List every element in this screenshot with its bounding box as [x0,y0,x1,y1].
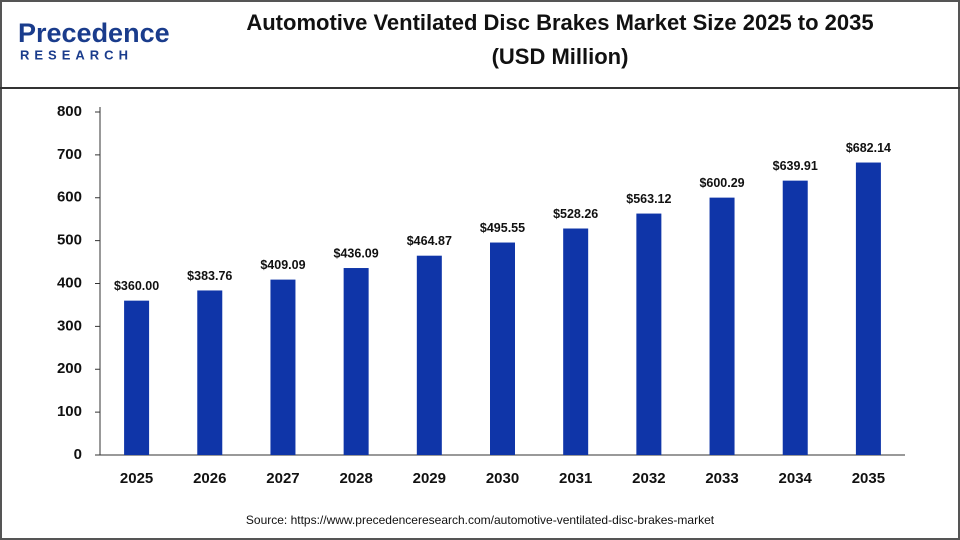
y-tick-label: 200 [57,360,82,377]
bar [782,180,808,455]
bar [197,290,223,455]
bar [416,255,442,455]
bar [855,162,881,455]
value-label: $563.12 [626,192,671,206]
y-tick-label: 0 [74,446,82,463]
bar [709,197,735,455]
value-label: $600.29 [699,176,744,190]
x-tick-label: 2031 [559,470,592,487]
x-tick-label: 2034 [779,470,813,487]
y-tick-label: 700 [57,146,82,163]
bar [563,228,589,455]
x-tick-label: 2035 [852,470,885,487]
logo: Precedence RESEARCH [18,18,170,62]
x-tick-label: 2033 [705,470,738,487]
y-tick-label: 800 [57,103,82,120]
value-label: $436.09 [334,246,379,260]
bar [636,213,662,455]
value-label: $409.09 [260,258,305,272]
chart-title: (USD Million) [492,44,629,69]
value-label: $383.76 [187,269,232,283]
value-label: $639.91 [773,159,818,173]
value-label: $682.14 [846,141,891,155]
value-label: $528.26 [553,207,598,221]
x-tick-label: 2027 [266,470,299,487]
value-label: $464.87 [407,234,452,248]
y-tick-label: 500 [57,232,82,249]
value-label: $360.00 [114,279,159,293]
y-tick-label: 400 [57,274,82,291]
logo-tagline: RESEARCH [20,47,133,62]
logo-name: Precedence [18,18,170,48]
bar [270,279,296,455]
y-tick-label: 300 [57,317,82,334]
y-tick-label: 100 [57,403,82,420]
x-tick-label: 2032 [632,470,665,487]
x-tick-label: 2029 [413,470,446,487]
y-tick-label: 600 [57,189,82,206]
chart-title: Automotive Ventilated Disc Brakes Market… [246,10,873,35]
x-tick-label: 2028 [339,470,372,487]
bar [124,300,150,455]
x-tick-label: 2026 [193,470,226,487]
value-label: $495.55 [480,221,525,235]
source: Source: https://www.precedenceresearch.c… [246,513,715,527]
bar [343,268,369,455]
bar [490,242,515,455]
x-tick-label: 2025 [120,470,153,487]
x-tick-label: 2030 [486,470,519,487]
